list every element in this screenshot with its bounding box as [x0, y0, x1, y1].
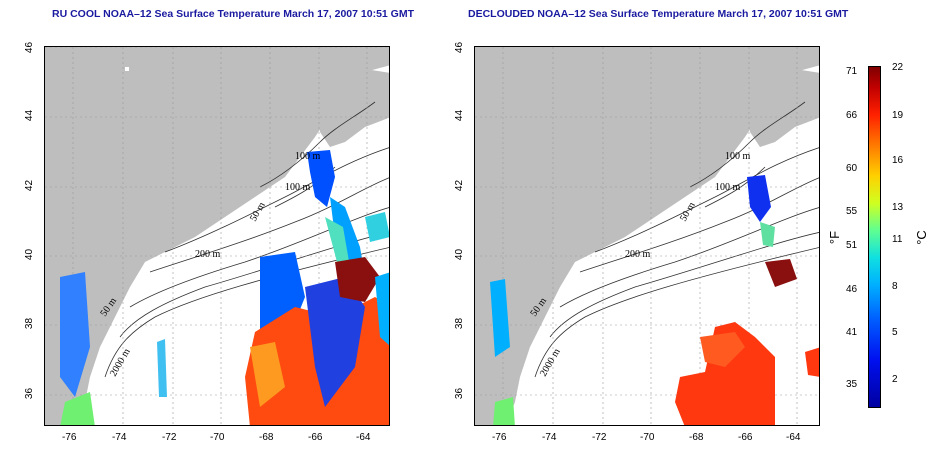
land-mass	[475, 47, 819, 425]
contour-label: 50 m	[678, 200, 698, 223]
fahrenheit-unit-label: °F	[827, 230, 843, 245]
y-tick: 44	[454, 109, 466, 122]
y-tick: 42	[24, 179, 36, 192]
left-map-panel: 100 m 100 m 50 m 200 m 50 m 2000 m	[44, 46, 390, 426]
x-tick: -74	[112, 432, 127, 443]
celsius-tick: 16	[892, 155, 904, 166]
celsius-tick: 22	[892, 62, 904, 73]
y-tick: 36	[24, 387, 36, 400]
contour-label: 100 m	[715, 182, 741, 193]
fahrenheit-tick: 35	[846, 379, 858, 390]
temperature-colorbar	[868, 66, 881, 408]
contour-label: 2000 m	[538, 347, 563, 379]
x-tick: -64	[356, 432, 371, 443]
fahrenheit-tick: 41	[846, 327, 858, 338]
x-tick: -66	[308, 432, 323, 443]
y-tick: 36	[454, 387, 466, 400]
nova-scotia	[745, 69, 819, 147]
contour-label: 2000 m	[108, 347, 133, 379]
contour-label: 200 m	[195, 249, 221, 260]
left-map-canvas: 100 m 100 m 50 m 200 m 50 m 2000 m	[45, 47, 389, 425]
celsius-tick: 11	[892, 234, 903, 245]
fahrenheit-tick: 60	[846, 163, 858, 174]
fahrenheit-tick: 46	[846, 284, 858, 295]
x-tick: -64	[786, 432, 801, 443]
celsius-tick: 2	[892, 374, 898, 385]
contour-label: 200 m	[625, 249, 651, 260]
contour-label: 100 m	[285, 182, 311, 193]
contour-label: 100 m	[295, 151, 321, 162]
land-mass	[45, 47, 389, 425]
x-tick: -68	[259, 432, 274, 443]
x-tick: -68	[689, 432, 704, 443]
x-tick: -72	[592, 432, 607, 443]
x-tick: -70	[640, 432, 655, 443]
y-tick: 42	[454, 179, 466, 192]
y-tick: 46	[454, 41, 466, 54]
contour-label: 50 m	[248, 200, 268, 223]
nova-scotia	[315, 69, 389, 147]
y-tick: 38	[454, 317, 466, 330]
x-tick: -76	[62, 432, 77, 443]
y-tick: 38	[24, 317, 36, 330]
fahrenheit-tick: 55	[846, 206, 858, 217]
x-tick: -74	[542, 432, 557, 443]
fahrenheit-tick: 66	[846, 110, 858, 121]
right-map-panel: 100 m 100 m 50 m 200 m 50 m 2000 m	[474, 46, 820, 426]
fahrenheit-tick: 51	[846, 240, 858, 251]
right-map-canvas: 100 m 100 m 50 m 200 m 50 m 2000 m	[475, 47, 819, 425]
y-tick: 40	[454, 248, 466, 261]
celsius-tick: 19	[892, 110, 904, 121]
sst-data	[60, 150, 389, 425]
contour-label: 100 m	[725, 151, 751, 162]
sst-data	[490, 175, 819, 425]
x-tick: -72	[162, 432, 177, 443]
y-tick: 44	[24, 109, 36, 122]
left-map-title: RU COOL NOAA–12 Sea Surface Temperature …	[52, 8, 415, 20]
y-tick: 40	[24, 248, 36, 261]
y-tick: 46	[24, 41, 36, 54]
celsius-unit-label: °C	[913, 230, 929, 245]
right-map-title: DECLOUDED NOAA–12 Sea Surface Temperatur…	[468, 8, 849, 20]
fahrenheit-tick: 71	[846, 66, 858, 77]
celsius-tick: 13	[892, 202, 904, 213]
x-tick: -70	[210, 432, 225, 443]
x-tick: -66	[738, 432, 753, 443]
x-tick: -76	[492, 432, 507, 443]
bathymetry-contours	[534, 101, 819, 378]
celsius-tick: 5	[892, 327, 898, 338]
celsius-tick: 8	[892, 281, 898, 292]
